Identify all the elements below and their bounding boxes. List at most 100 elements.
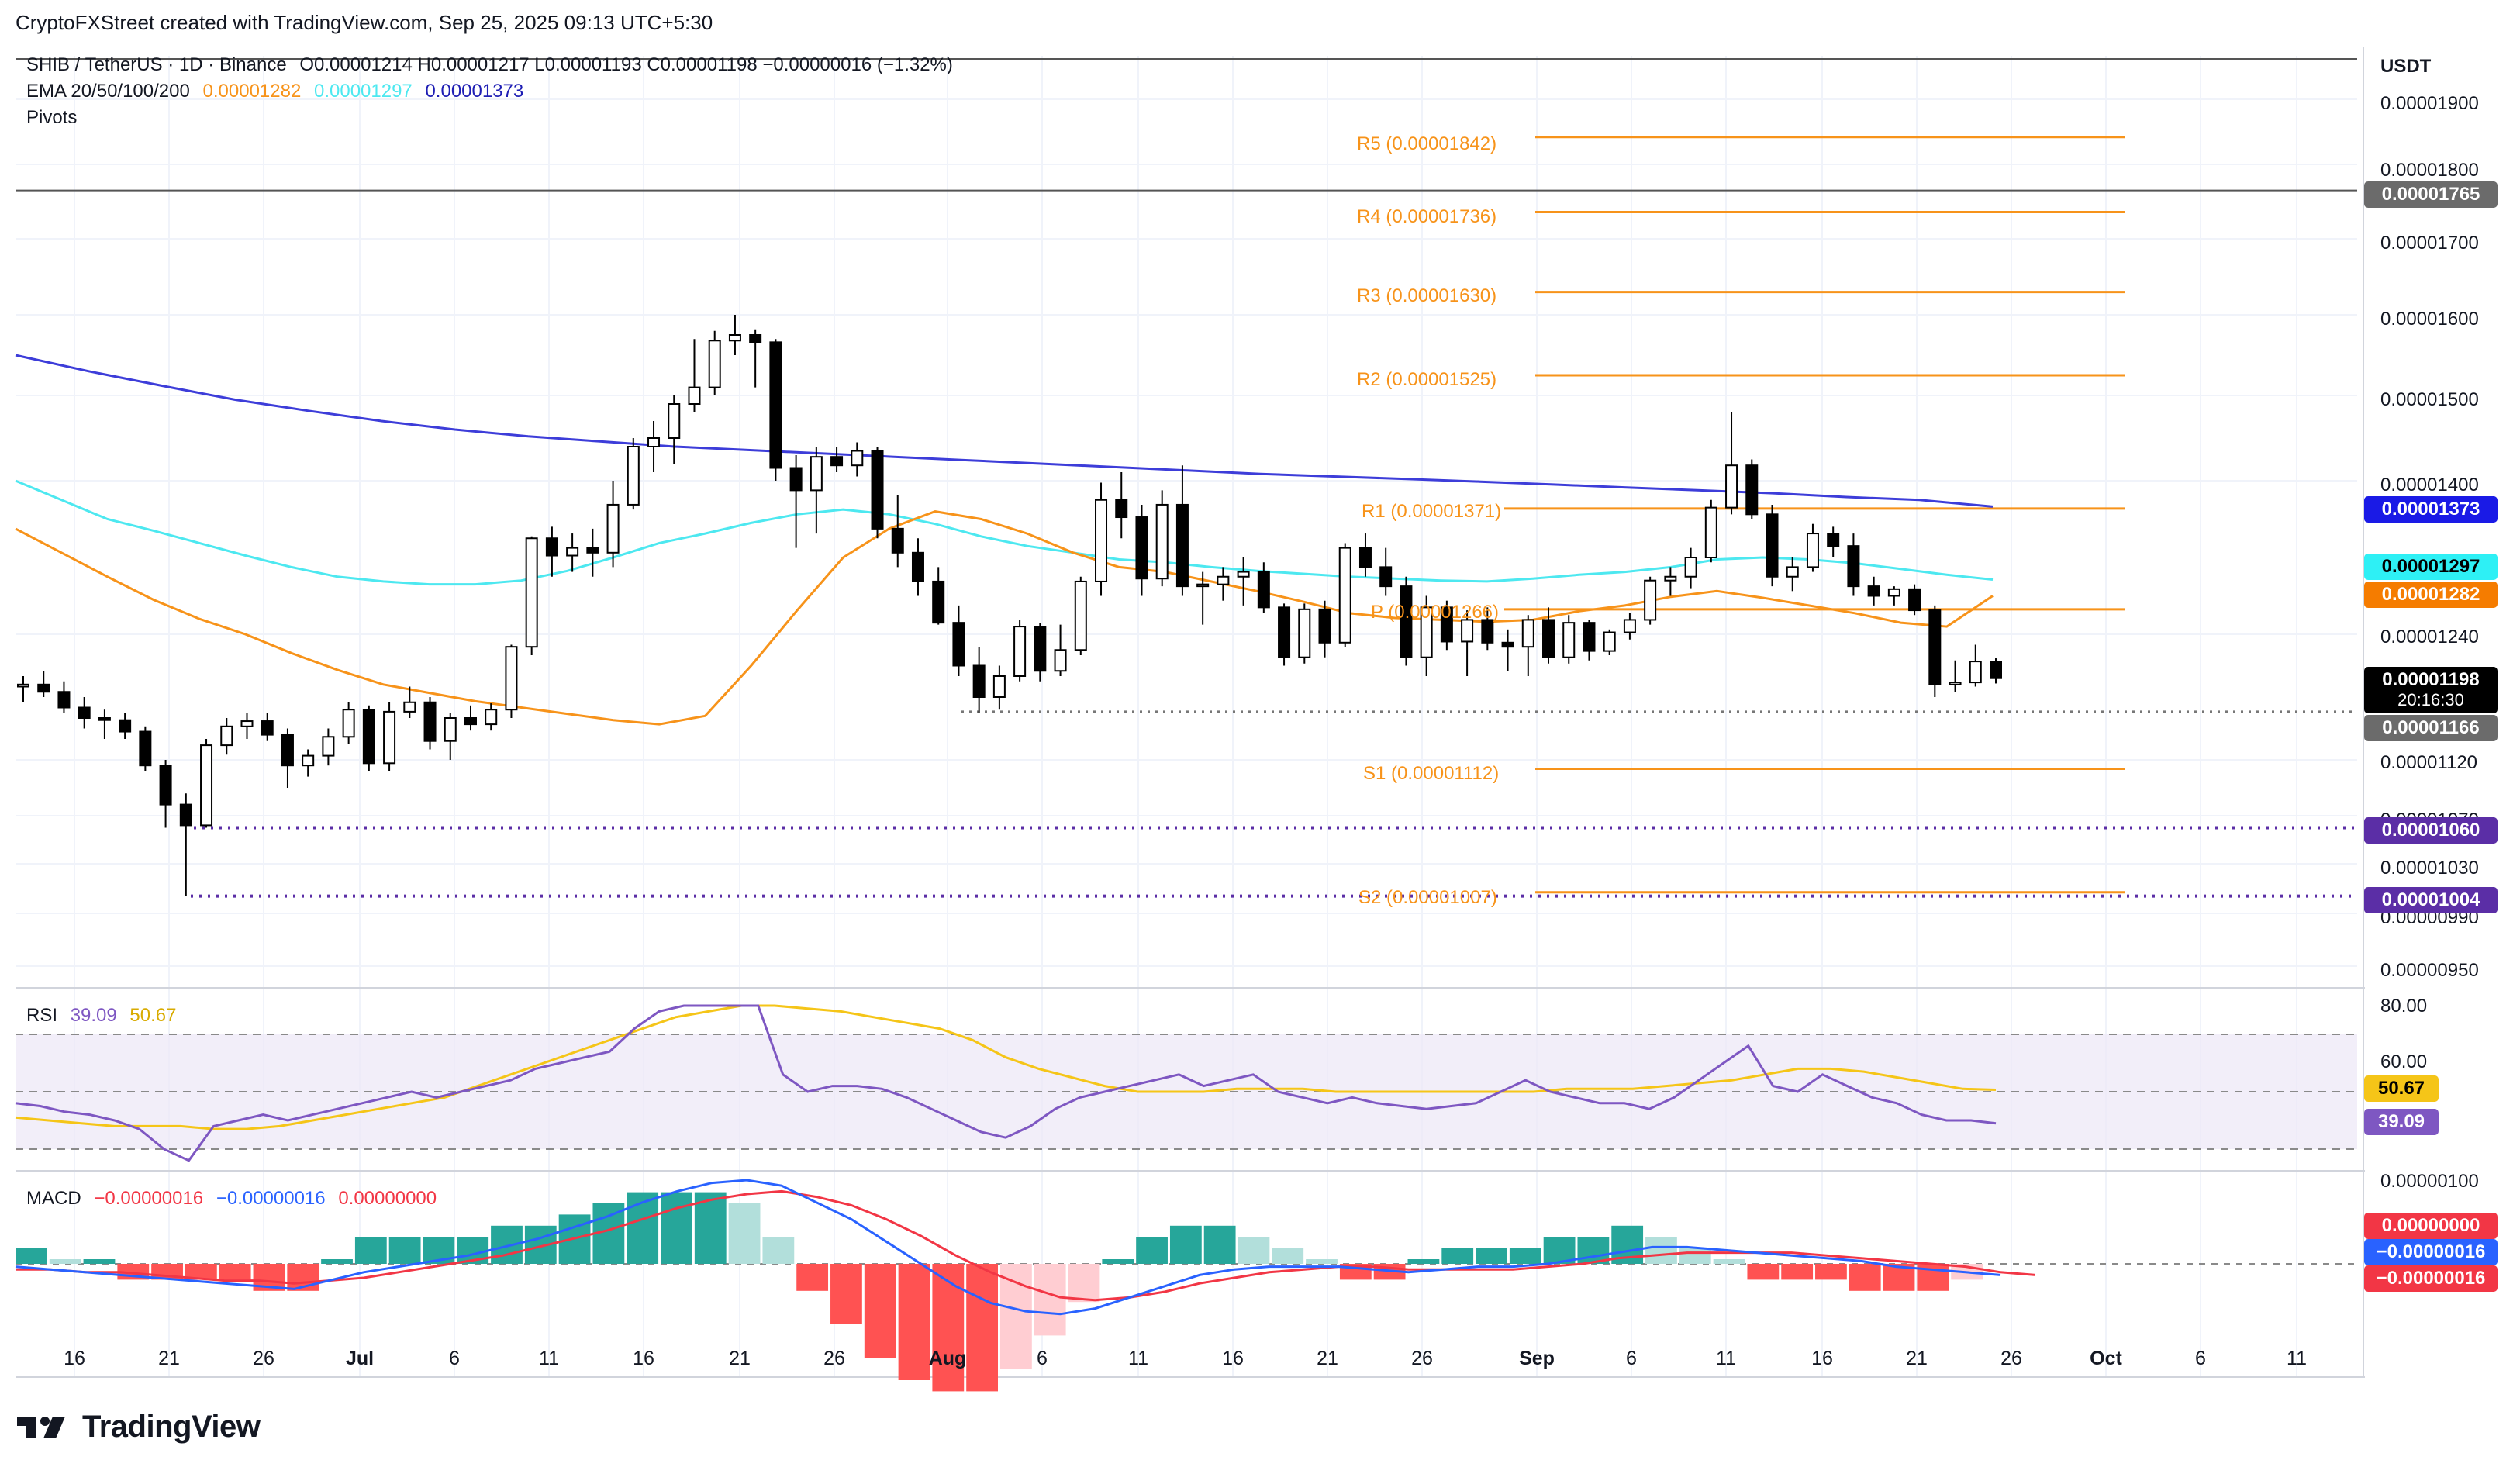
support-1060-badge: 0.00001060 <box>2364 817 2498 844</box>
candle-down <box>1501 641 1514 648</box>
macd-histogram-bar <box>491 1225 523 1264</box>
candle-up <box>1237 571 1250 578</box>
candle-up <box>444 717 457 742</box>
ohlc-values: O0.00001214 H0.00001217 L0.00001193 C0.0… <box>299 54 953 75</box>
candle-up <box>1095 499 1108 582</box>
candle-up <box>1887 588 1900 597</box>
candle-up <box>728 334 741 342</box>
pivot-r4-label: R4 (0.00001736) <box>1357 206 1497 227</box>
candle-down <box>972 664 986 698</box>
candlesticks <box>17 315 2002 896</box>
candle-up <box>1217 575 1230 585</box>
x-tick: 21 <box>1906 1348 1928 1369</box>
candle-up <box>302 754 315 767</box>
macd-histogram-bar <box>966 1264 998 1392</box>
candle-up <box>1074 580 1087 651</box>
x-tick: 26 <box>823 1348 845 1369</box>
candle-up <box>1704 506 1717 559</box>
candle-up <box>1562 622 1576 658</box>
candle-up <box>1644 579 1657 621</box>
macd-histogram-bar <box>1645 1237 1677 1264</box>
candle-down <box>362 709 375 765</box>
macd-histogram-bar <box>1203 1225 1236 1264</box>
macd-histogram-bar <box>1815 1264 1847 1280</box>
candle-up <box>240 720 254 727</box>
grid-lines <box>16 56 2357 1377</box>
pivot-s2-label: S2 (0.00001007) <box>1358 887 1497 908</box>
candle-up <box>220 725 233 747</box>
candle-down <box>1278 606 1291 658</box>
candle-down <box>119 719 132 733</box>
macd-signal-line <box>16 1189 2036 1302</box>
macd-line-badge: −0.00000016 <box>2364 1239 2498 1265</box>
candle-up <box>1420 606 1433 658</box>
candle-up <box>505 646 518 711</box>
x-tick: 16 <box>1811 1348 1833 1369</box>
candle-down <box>1481 619 1494 644</box>
currency-label[interactable]: USDT <box>2380 56 2432 77</box>
candle-up <box>383 710 396 765</box>
macd-signal-badge: −0.00000016 <box>2364 1265 2498 1292</box>
candle-down <box>1867 585 1880 597</box>
candle-down <box>1542 619 1555 658</box>
macd-histogram-bar <box>694 1192 727 1264</box>
candle-down <box>1175 503 1189 588</box>
candle-down <box>1847 545 1860 588</box>
candle-up <box>708 340 721 388</box>
candle-down <box>1379 566 1393 588</box>
symbol-name[interactable]: SHIB / TetherUS · 1D · Binance <box>26 54 287 75</box>
candle-up <box>1338 547 1351 644</box>
pivot-s1-label: S1 (0.00001112) <box>1363 763 1500 784</box>
x-tick: Aug <box>928 1348 967 1369</box>
rsi-legend[interactable]: RSI 39.09 50.67 <box>26 1005 184 1027</box>
candle-up <box>1623 619 1636 633</box>
x-tick: 6 <box>1626 1348 1637 1369</box>
candle-up <box>627 446 640 506</box>
ema-value-100: 0.00001297 <box>313 81 413 102</box>
resistance-badge: 0.00001765 <box>2364 181 2498 208</box>
macd-histogram-bar <box>762 1237 795 1264</box>
candle-up <box>688 386 701 406</box>
candle-up <box>525 537 538 648</box>
support-1166-badge: 0.00001166 <box>2364 715 2498 741</box>
candle-up <box>992 675 1006 698</box>
candle-down <box>891 527 904 554</box>
candle-down <box>1034 626 1047 672</box>
candle-up <box>1806 533 1819 568</box>
macd-pane <box>15 1179 2357 1392</box>
candle-up <box>1786 566 1799 578</box>
candle-down <box>1928 609 1942 685</box>
candle-down <box>586 547 599 554</box>
x-tick: 16 <box>633 1348 654 1369</box>
macd-histogram-bar <box>728 1203 761 1264</box>
macd-histogram-bar <box>388 1237 421 1264</box>
macd-legend[interactable]: MACD −0.00000016 −0.00000016 0.00000000 <box>26 1188 444 1210</box>
candle-up <box>851 450 864 467</box>
support-1004-badge: 0.00001004 <box>2364 887 2498 913</box>
candle-down <box>98 717 111 721</box>
candle-down <box>139 730 152 767</box>
x-tick: 26 <box>1411 1348 1433 1369</box>
ema-value-50: 0.00001282 <box>202 81 302 102</box>
candle-down <box>1908 588 1921 612</box>
x-tick: Oct <box>2090 1348 2122 1369</box>
pivots-legend[interactable]: Pivots <box>26 107 78 128</box>
ema-legend[interactable]: EMA 20/50/100/200 0.00001282 0.00001297 … <box>26 81 531 102</box>
candle-up <box>1298 608 1311 658</box>
tradingview-logo[interactable]: TradingView <box>17 1410 261 1445</box>
macd-histogram-bar <box>627 1192 659 1264</box>
symbol-legend[interactable]: SHIB / TetherUS · 1D · Binance O0.000012… <box>26 54 961 76</box>
candle-up <box>1969 661 1982 684</box>
candle-up <box>668 403 681 439</box>
candle-down <box>911 551 924 582</box>
candle-down <box>37 683 50 693</box>
rsi-ma-value: 50.67 <box>129 1005 177 1026</box>
macd-histogram-bar <box>1849 1264 1881 1291</box>
candle-down <box>1135 516 1148 580</box>
candle-up <box>1155 503 1169 580</box>
candle-up <box>1054 649 1067 672</box>
price-tick: 0.00001700 <box>2380 233 2479 254</box>
ema100-line <box>15 479 1994 586</box>
macd-histogram-bar <box>1476 1248 1507 1264</box>
x-tick: Jul <box>345 1348 375 1369</box>
